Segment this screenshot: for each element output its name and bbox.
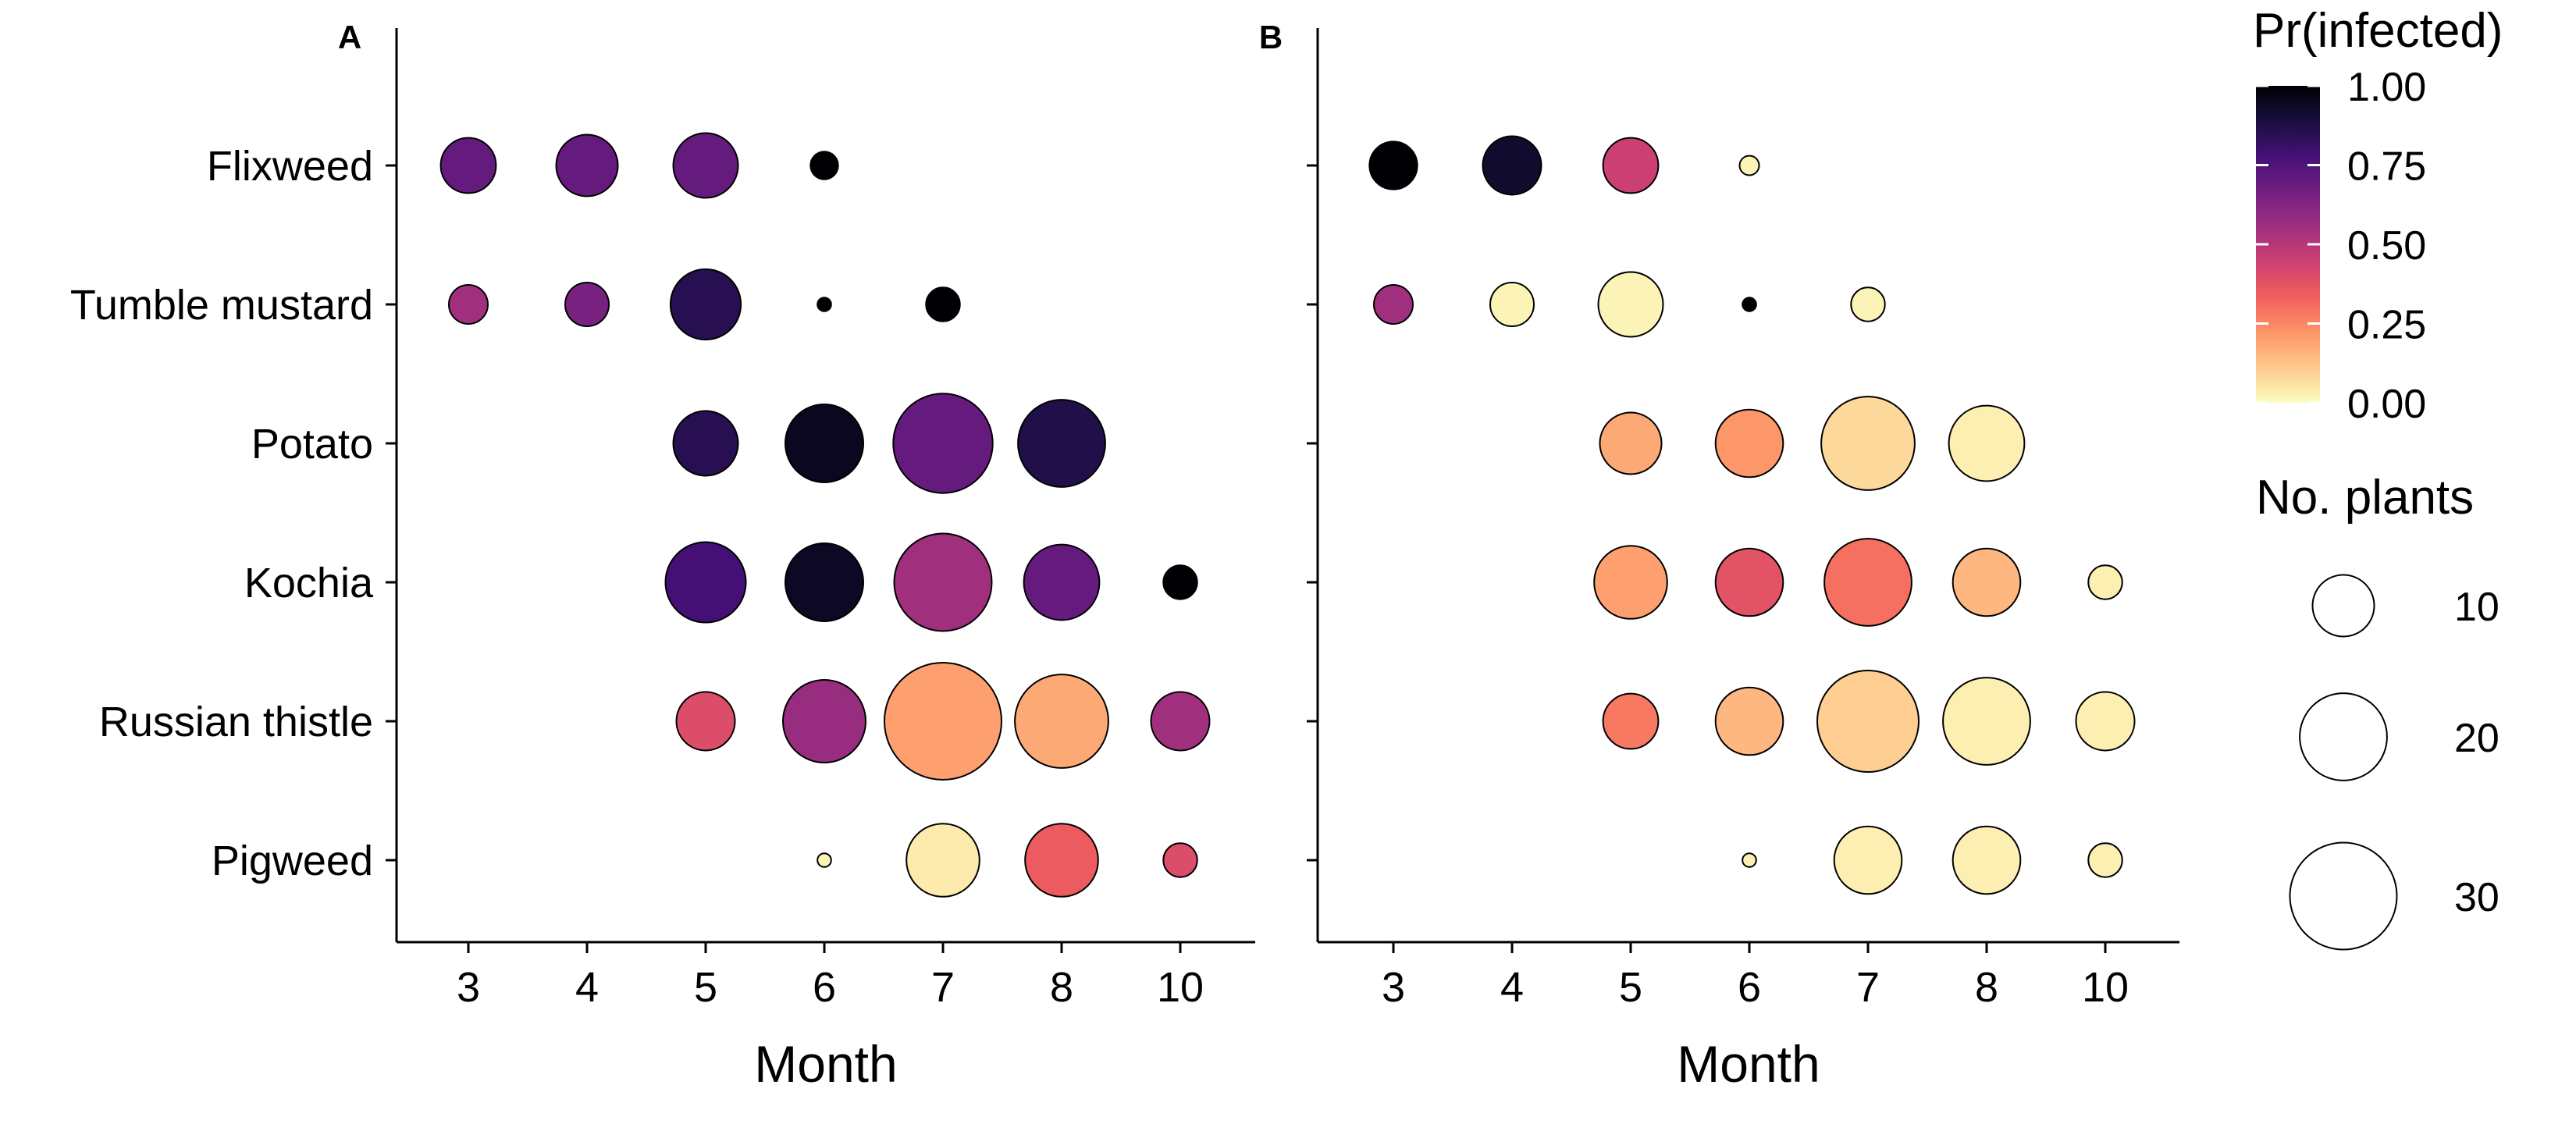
x-tick-label: 4 — [575, 964, 599, 1011]
panel-a: A Flixweed Tumble mustard Potato Kochia Russi… — [70, 19, 1255, 1093]
x-tick-label: 3 — [1382, 964, 1405, 1011]
x-tick-label: 6 — [1738, 964, 1761, 1011]
bubble-russian-thistle-month-5 — [675, 691, 736, 752]
bubble-tumble-mustard-month-4 — [564, 282, 610, 327]
color-bar-label: 0.00 — [2347, 382, 2426, 427]
bubble-tumble-mustard-month-4 — [1489, 282, 1535, 327]
bubble-kochia-month-8 — [1023, 543, 1101, 621]
size-legend-circle — [2311, 574, 2375, 638]
x-tick-label: 8 — [1050, 964, 1073, 1011]
bubble-pigweed-month-10 — [2087, 842, 2123, 878]
y-tick-label: Kochia — [244, 560, 374, 606]
size-legend-label: 30 — [2454, 875, 2500, 920]
bubble-russian-thistle-month-10 — [2075, 691, 2136, 752]
bubble-flixweed-month-3 — [439, 137, 497, 194]
bubble-pigweed-month-6 — [817, 852, 832, 868]
y-tick-label: Pigweed — [212, 838, 373, 884]
bubble-flixweed-month-5 — [1602, 137, 1660, 194]
bubble-tumble-mustard-month-5 — [669, 268, 742, 341]
color-bar-label: 0.75 — [2347, 144, 2426, 190]
bubble-russian-thistle-month-7 — [884, 662, 1002, 781]
bubble-potato-month-8 — [1017, 399, 1106, 488]
panel-b: B 3 4 5 6 7 8 10 Month — [1259, 19, 2179, 1093]
bubble-kochia-month-7 — [893, 532, 993, 632]
size-legend-circle — [2299, 692, 2388, 781]
bubble-kochia-month-5 — [1593, 545, 1668, 620]
bubble-pigweed-month-8 — [1024, 823, 1099, 898]
bubble-kochia-month-6 — [785, 542, 864, 622]
bubble-potato-month-5 — [672, 410, 739, 477]
bubble-pigweed-month-7 — [906, 823, 980, 898]
x-tick-label: 3 — [457, 964, 480, 1011]
bubble-tumble-mustard-month-5 — [1597, 271, 1664, 338]
x-tick-label: 8 — [1975, 964, 1998, 1011]
bubble-russian-thistle-month-5 — [1602, 692, 1660, 750]
bubble-pigweed-month-8 — [1952, 825, 2022, 895]
bubble-tumble-mustard-month-7 — [1850, 286, 1886, 322]
color-bar-label: 0.50 — [2347, 223, 2426, 269]
bubble-flixweed-month-6 — [1738, 155, 1760, 176]
y-tick-label: Potato — [251, 421, 373, 468]
bubble-flixweed-month-4 — [1482, 135, 1542, 196]
bubble-flixweed-month-6 — [809, 151, 839, 180]
bubble-tumble-mustard-month-6 — [817, 297, 832, 312]
bubble-kochia-month-7 — [1823, 538, 1912, 627]
x-tick-label: 7 — [1856, 964, 1880, 1011]
bubble-russian-thistle-month-8 — [1014, 674, 1109, 769]
y-tick-label: Russian thistle — [99, 699, 373, 745]
size-legend-label: 20 — [2454, 716, 2500, 761]
bubble-russian-thistle-month-7 — [1816, 670, 1920, 773]
size-legend-title: No. plants — [2256, 471, 2474, 525]
bubble-potato-month-6 — [785, 404, 864, 483]
bubble-tumble-mustard-month-3 — [448, 284, 489, 325]
bubble-russian-thistle-month-6 — [782, 679, 866, 763]
bubble-pigweed-month-7 — [1833, 825, 1903, 895]
x-tick-label: 7 — [931, 964, 955, 1011]
x-tick-label: 5 — [1619, 964, 1642, 1011]
x-tick-label: 5 — [694, 964, 717, 1011]
color-bar-label: 1.00 — [2347, 65, 2426, 110]
bubble-kochia-month-6 — [1714, 547, 1784, 617]
panel-label: B — [1259, 19, 1283, 55]
bubble-potato-month-7 — [1820, 396, 1916, 491]
bubble-kochia-month-8 — [1952, 547, 2022, 617]
bubble-kochia-month-5 — [664, 541, 747, 624]
y-tick-label: Tumble mustard — [70, 282, 373, 329]
size-legend-label: 10 — [2454, 585, 2500, 630]
size-legend: No. plants 10 20 30 — [2256, 471, 2500, 951]
legends: Pr(infected) 1.00 0.75 0.50 0.25 0.00 No. plan… — [2253, 4, 2503, 951]
bubble-tumble-mustard-month-7 — [925, 286, 961, 322]
x-tick-label: 6 — [813, 964, 836, 1011]
bubble-russian-thistle-month-6 — [1714, 686, 1784, 756]
bubble-flixweed-month-4 — [555, 133, 619, 197]
panel-label: A — [338, 19, 361, 55]
bubble-tumble-mustard-month-3 — [1373, 284, 1414, 325]
bubble-flixweed-month-5 — [672, 132, 739, 199]
x-tick-label: 10 — [1157, 964, 1204, 1011]
bubble-tumble-mustard-month-6 — [1742, 297, 1757, 312]
color-legend: Pr(infected) 1.00 0.75 0.50 0.25 0.00 — [2253, 4, 2503, 427]
panels: A Flixweed Tumble mustard Potato Kochia Russi… — [70, 19, 2179, 1093]
y-tick-label: Flixweed — [207, 143, 373, 190]
x-tick-label: 4 — [1500, 964, 1524, 1011]
bubble-pigweed-month-6 — [1742, 852, 1757, 868]
bubble-kochia-month-10 — [2087, 564, 2123, 600]
color-bar-label: 0.25 — [2347, 303, 2426, 348]
bubble-potato-month-8 — [1948, 404, 2026, 482]
bubble-russian-thistle-month-8 — [1942, 677, 2031, 766]
bubble-flixweed-month-3 — [1368, 140, 1418, 190]
size-legend-circle — [2289, 841, 2398, 951]
bubble-potato-month-7 — [892, 393, 994, 494]
x-axis-title: Month — [754, 1035, 897, 1093]
bubble-pigweed-month-10 — [1162, 842, 1198, 878]
bubble-potato-month-6 — [1714, 408, 1784, 478]
bubble-potato-month-5 — [1599, 411, 1663, 475]
color-legend-title: Pr(infected) — [2253, 4, 2503, 58]
bubble-kochia-month-10 — [1162, 564, 1198, 600]
x-tick-label: 10 — [2082, 964, 2129, 1011]
x-axis-title: Month — [1677, 1035, 1820, 1093]
bubble-russian-thistle-month-10 — [1150, 691, 1211, 752]
